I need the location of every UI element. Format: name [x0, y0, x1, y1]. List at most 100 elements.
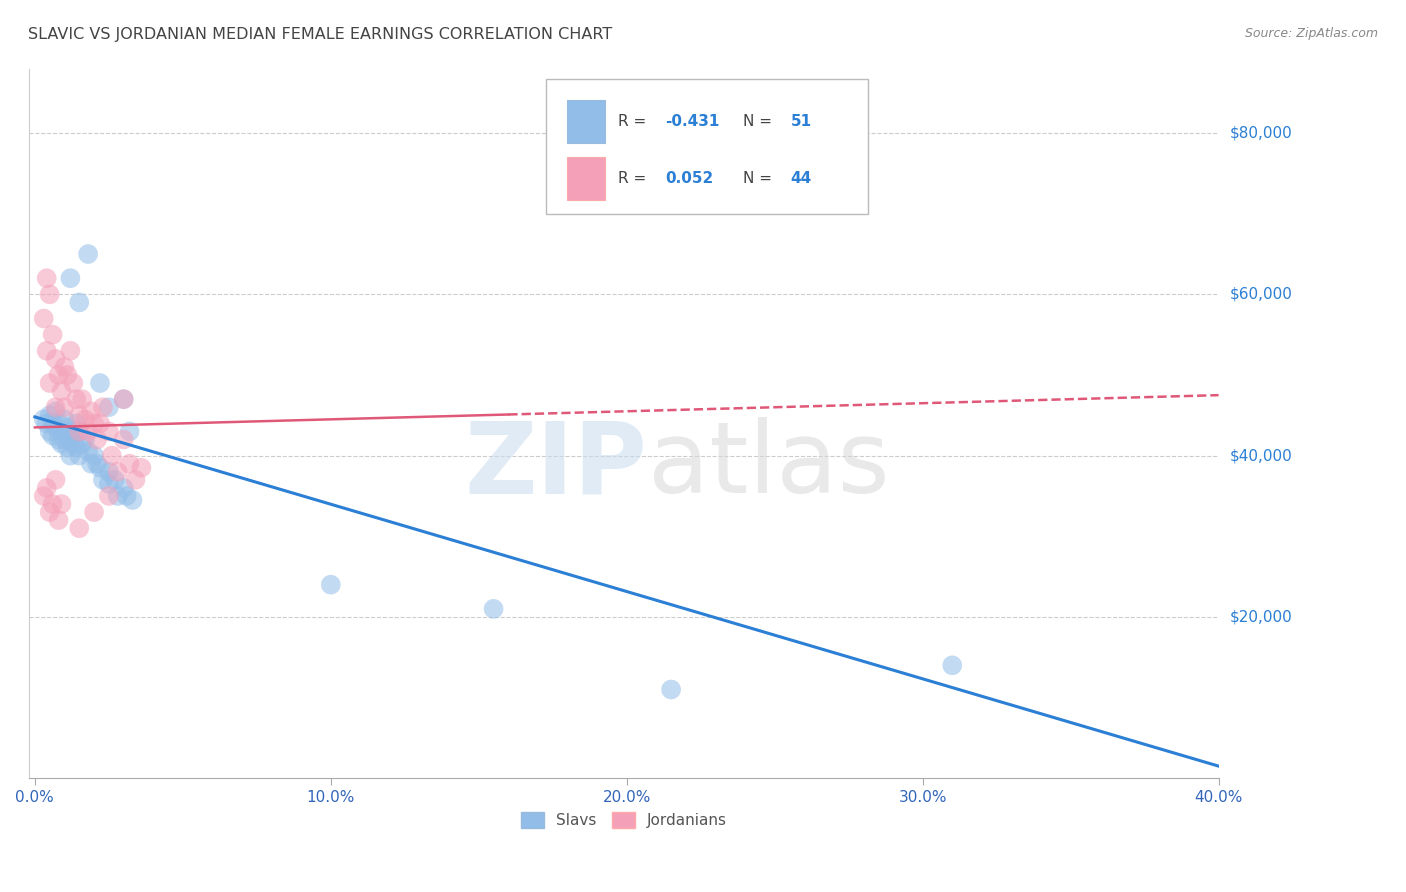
Point: [97, 465, 120, 479]
Point: [75, 433, 97, 447]
Point: [659, 682, 682, 697]
Point: [67, 295, 90, 310]
Text: 51: 51: [790, 114, 811, 129]
Point: [65, 392, 87, 407]
Point: [53, 425, 76, 439]
Text: SLAVIC VS JORDANIAN MEDIAN FEMALE EARNINGS CORRELATION CHART: SLAVIC VS JORDANIAN MEDIAN FEMALE EARNIN…: [28, 27, 613, 42]
Point: [45, 420, 67, 434]
Point: [89, 417, 111, 431]
Point: [112, 481, 135, 495]
Point: [59, 343, 82, 358]
Point: [115, 489, 138, 503]
Point: [62, 436, 84, 450]
Point: [62, 425, 84, 439]
Point: [53, 412, 76, 426]
Point: [97, 425, 120, 439]
Point: [118, 425, 141, 439]
Point: [51, 384, 73, 398]
Point: [56, 420, 79, 434]
Text: R =: R =: [617, 114, 651, 129]
Point: [53, 359, 76, 374]
Point: [101, 449, 124, 463]
Text: N =: N =: [742, 114, 776, 129]
Point: [53, 433, 76, 447]
Point: [70, 392, 93, 407]
FancyBboxPatch shape: [547, 79, 868, 214]
Point: [75, 412, 97, 426]
Point: [89, 460, 111, 475]
Point: [91, 401, 114, 415]
Point: [35, 417, 58, 431]
Point: [59, 449, 82, 463]
Point: [48, 513, 70, 527]
Point: [38, 409, 60, 423]
Point: [32, 311, 55, 326]
Point: [112, 433, 135, 447]
Point: [35, 481, 58, 495]
Point: [83, 417, 105, 431]
Point: [67, 425, 90, 439]
Point: [112, 392, 135, 407]
Bar: [567, 101, 605, 143]
Point: [67, 449, 90, 463]
Point: [51, 436, 73, 450]
Point: [118, 457, 141, 471]
Legend: Slavs, Jordanians: Slavs, Jordanians: [515, 806, 733, 834]
Point: [107, 489, 129, 503]
Text: 0.052: 0.052: [665, 171, 714, 186]
Point: [38, 425, 60, 439]
Bar: [567, 157, 605, 200]
Point: [67, 409, 90, 423]
Point: [41, 327, 63, 342]
Point: [45, 473, 67, 487]
Point: [45, 401, 67, 415]
Point: [51, 497, 73, 511]
Text: $60,000: $60,000: [1230, 287, 1292, 301]
Point: [48, 433, 70, 447]
Text: atlas: atlas: [648, 417, 889, 515]
Point: [70, 436, 93, 450]
Text: ZIP: ZIP: [465, 417, 648, 515]
Point: [48, 368, 70, 382]
Point: [41, 417, 63, 431]
Point: [67, 521, 90, 535]
Point: [77, 425, 100, 439]
Point: [107, 465, 129, 479]
Point: [83, 505, 105, 519]
Point: [38, 287, 60, 301]
Text: $40,000: $40,000: [1230, 448, 1292, 463]
Point: [65, 417, 87, 431]
Point: [56, 441, 79, 455]
Point: [86, 433, 108, 447]
Point: [45, 351, 67, 366]
Point: [56, 368, 79, 382]
Point: [80, 457, 103, 471]
Point: [41, 428, 63, 442]
Text: $80,000: $80,000: [1230, 126, 1292, 141]
Point: [32, 412, 55, 426]
Text: Source: ZipAtlas.com: Source: ZipAtlas.com: [1244, 27, 1378, 40]
Text: -0.431: -0.431: [665, 114, 720, 129]
Point: [38, 505, 60, 519]
Point: [319, 577, 342, 591]
Point: [41, 497, 63, 511]
Point: [131, 460, 153, 475]
Point: [80, 404, 103, 418]
Text: $20,000: $20,000: [1230, 609, 1292, 624]
Point: [59, 433, 82, 447]
Point: [65, 441, 87, 455]
Point: [35, 343, 58, 358]
Point: [53, 401, 76, 415]
Text: N =: N =: [742, 171, 776, 186]
Point: [91, 473, 114, 487]
Point: [482, 602, 505, 616]
Point: [97, 476, 120, 491]
Point: [89, 376, 111, 390]
Text: 44: 44: [790, 171, 811, 186]
Point: [86, 457, 108, 471]
Point: [121, 493, 143, 508]
Point: [97, 489, 120, 503]
Point: [51, 425, 73, 439]
Point: [97, 401, 120, 415]
Point: [38, 376, 60, 390]
